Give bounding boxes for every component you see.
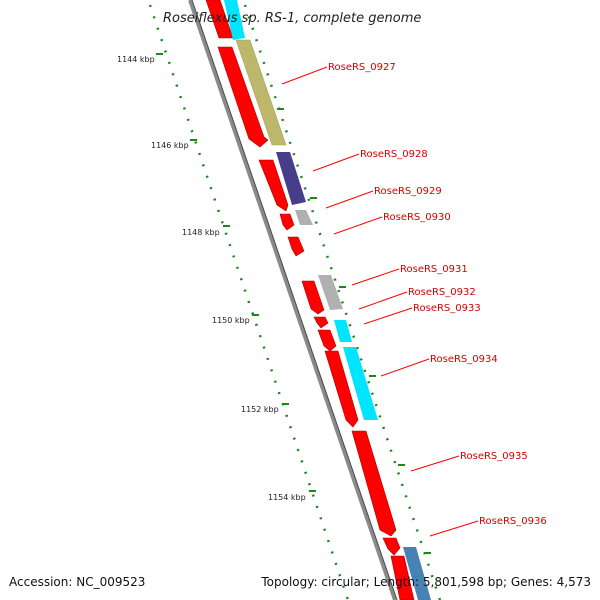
kbp-label: 1150 kbp bbox=[212, 316, 250, 325]
gene-label: RoseRS_0934 bbox=[430, 354, 498, 365]
cds-arrow bbox=[351, 430, 397, 537]
kbp-label: 1146 kbp bbox=[151, 141, 189, 150]
gene-label: RoseRS_0931 bbox=[400, 264, 468, 275]
gene-leader bbox=[363, 307, 413, 325]
gene-leader bbox=[325, 190, 374, 209]
kbp-ticks bbox=[156, 53, 316, 492]
map-title: Roseiflexus sp. RS-1, complete genome bbox=[163, 11, 421, 26]
gene-label: RoseRS_0928 bbox=[360, 149, 428, 160]
genome-backbone-shadow bbox=[191, 0, 398, 600]
cds-track bbox=[205, 0, 415, 600]
cds-arrow bbox=[390, 555, 415, 600]
gene-label: RoseRS_0936 bbox=[479, 516, 547, 527]
cog-segment bbox=[334, 320, 352, 342]
cds-arrow bbox=[324, 350, 359, 428]
cog-segment bbox=[318, 275, 343, 310]
kbp-label: 1152 kbp bbox=[241, 405, 279, 414]
gene-leader bbox=[429, 520, 479, 537]
gene-leader bbox=[333, 216, 383, 235]
gene-leader bbox=[281, 66, 328, 85]
kbp-label: 1148 kbp bbox=[182, 228, 220, 237]
cog-segment bbox=[235, 39, 287, 146]
gene-leader bbox=[410, 455, 460, 472]
genome-backbone bbox=[188, 0, 397, 600]
gene-leaders bbox=[281, 66, 479, 537]
cds-arrow bbox=[258, 159, 289, 212]
scale-rings bbox=[148, 4, 442, 600]
gene-leader bbox=[380, 358, 430, 377]
cds-arrow bbox=[382, 537, 401, 556]
inner-scale-ring bbox=[148, 4, 350, 600]
gene-label: RoseRS_0933 bbox=[413, 303, 481, 314]
gene-labels: RoseRS_0927 RoseRS_0928 RoseRS_0929 Rose… bbox=[328, 62, 547, 527]
kbp-labels: 1144 kbp 1146 kbp 1148 kbp 1150 kbp 1152… bbox=[117, 55, 306, 502]
cds-arrow bbox=[301, 280, 325, 315]
gene-label: RoseRS_0932 bbox=[408, 287, 476, 298]
gene-label: RoseRS_0930 bbox=[383, 212, 451, 223]
cds-arrow bbox=[313, 316, 329, 329]
feature-ticks bbox=[277, 108, 431, 554]
genome-summary: Topology: circular; Length: 5,801,598 bp… bbox=[260, 575, 591, 589]
cds-arrow bbox=[217, 46, 269, 148]
cog-segment bbox=[276, 152, 306, 205]
cog-segment bbox=[224, 0, 245, 40]
gene-leader bbox=[351, 268, 400, 286]
cog-track bbox=[224, 0, 431, 600]
accession-text: Accession: NC_009523 bbox=[9, 575, 145, 589]
cog-segment bbox=[403, 547, 431, 600]
cds-arrow bbox=[279, 213, 295, 231]
kbp-label: 1154 kbp bbox=[268, 493, 306, 502]
gene-label: RoseRS_0929 bbox=[374, 186, 442, 197]
cog-segment bbox=[343, 347, 378, 420]
cds-arrow bbox=[287, 236, 305, 257]
cog-segment bbox=[295, 210, 313, 225]
gene-leader bbox=[358, 291, 408, 310]
gene-label: RoseRS_0935 bbox=[460, 451, 528, 462]
outer-scale-ring bbox=[243, 4, 442, 600]
gene-leader bbox=[312, 153, 360, 172]
gene-label: RoseRS_0927 bbox=[328, 62, 396, 73]
cds-arrow bbox=[317, 329, 337, 352]
kbp-label: 1144 kbp bbox=[117, 55, 155, 64]
